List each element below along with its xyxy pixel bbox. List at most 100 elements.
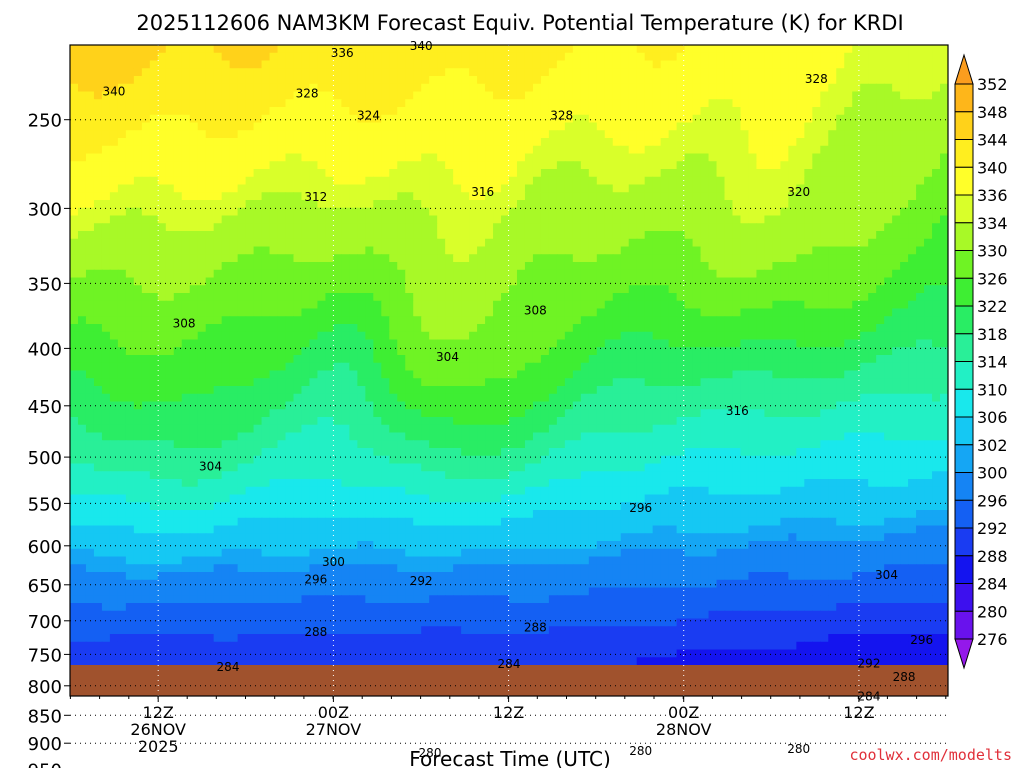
field-cell — [381, 355, 390, 364]
field-cell — [173, 223, 183, 232]
field-cell — [796, 200, 805, 209]
field-cell — [389, 45, 398, 54]
field-cell — [580, 52, 590, 62]
field-cell — [389, 370, 398, 379]
field-cell — [756, 176, 766, 186]
field-cell — [429, 68, 438, 77]
field-cell — [213, 370, 223, 379]
field-cell — [101, 347, 111, 356]
field-cell — [884, 285, 893, 294]
field-cell — [469, 370, 478, 379]
field-cell — [652, 238, 662, 248]
field-cell — [924, 176, 933, 186]
field-cell — [70, 316, 79, 325]
field-cell — [828, 107, 837, 116]
field-cell — [860, 91, 869, 100]
field-cell — [309, 231, 319, 240]
field-cell — [732, 238, 742, 248]
field-cell — [540, 184, 550, 193]
field-cell — [469, 246, 478, 255]
field-cell — [477, 76, 486, 85]
field-cell — [357, 60, 366, 69]
field-cell — [389, 138, 398, 147]
field-cell — [764, 223, 773, 232]
field-cell — [173, 269, 183, 279]
field-cell — [285, 293, 295, 302]
field-cell — [205, 207, 215, 217]
field-cell — [748, 91, 758, 100]
field-cell — [77, 200, 87, 209]
field-cell — [181, 76, 191, 85]
field-cell — [644, 45, 654, 54]
field-cell — [700, 184, 710, 193]
field-cell — [940, 107, 948, 116]
field-cell — [812, 277, 821, 286]
field-cell — [884, 246, 893, 255]
field-cell — [493, 107, 502, 116]
field-cell — [708, 107, 718, 116]
field-cell — [181, 293, 191, 302]
field-cell — [325, 114, 334, 124]
field-cell — [940, 300, 948, 310]
field-cell — [892, 285, 901, 294]
field-cell — [181, 238, 191, 248]
field-cell — [309, 370, 319, 379]
field-cell — [524, 386, 534, 395]
field-cell — [724, 130, 734, 139]
field-cell — [389, 169, 398, 178]
field-cell — [692, 52, 702, 62]
field-cell — [652, 99, 662, 108]
field-cell — [197, 192, 207, 201]
field-cell — [660, 269, 670, 279]
field-cell — [213, 393, 223, 403]
field-cell — [453, 145, 462, 155]
field-cell — [109, 308, 119, 317]
field-cell — [421, 122, 430, 131]
field-cell — [333, 254, 342, 263]
field-cell — [828, 130, 837, 139]
field-cell — [596, 99, 606, 108]
field-cell — [125, 145, 135, 155]
field-cell — [365, 393, 374, 403]
field-cell — [684, 300, 694, 310]
field-cell — [828, 246, 837, 255]
field-cell — [173, 99, 183, 108]
field-cell — [836, 122, 845, 131]
field-cell — [532, 331, 542, 341]
field-cell — [692, 153, 702, 162]
field-cell — [93, 192, 103, 201]
field-cell — [461, 207, 470, 217]
field-cell — [724, 285, 734, 294]
field-cell — [85, 200, 95, 209]
field-cell — [540, 231, 550, 240]
field-cell — [309, 184, 319, 193]
field-cell — [397, 52, 406, 62]
field-cell — [317, 122, 327, 131]
field-cell — [301, 130, 311, 139]
field-cell — [285, 207, 295, 217]
field-cell — [876, 60, 885, 69]
field-cell — [77, 60, 87, 69]
field-cell — [596, 238, 606, 248]
field-cell — [93, 300, 103, 310]
field-cell — [636, 246, 646, 255]
field-cell — [277, 76, 287, 85]
field-cell — [636, 161, 646, 170]
field-cell — [133, 370, 143, 379]
field-cell — [628, 83, 638, 93]
field-cell — [365, 324, 374, 333]
field-cell — [141, 169, 151, 178]
field-cell — [908, 316, 917, 325]
field-cell — [804, 215, 813, 224]
field-cell — [389, 192, 398, 201]
field-cell — [77, 145, 87, 155]
field-cell — [788, 130, 797, 139]
field-cell — [397, 192, 406, 201]
field-cell — [253, 262, 263, 271]
field-cell — [828, 293, 837, 302]
field-cell — [588, 176, 598, 186]
field-cell — [389, 99, 398, 108]
field-cell — [277, 45, 287, 54]
field-cell — [868, 285, 877, 294]
field-cell — [788, 169, 797, 178]
